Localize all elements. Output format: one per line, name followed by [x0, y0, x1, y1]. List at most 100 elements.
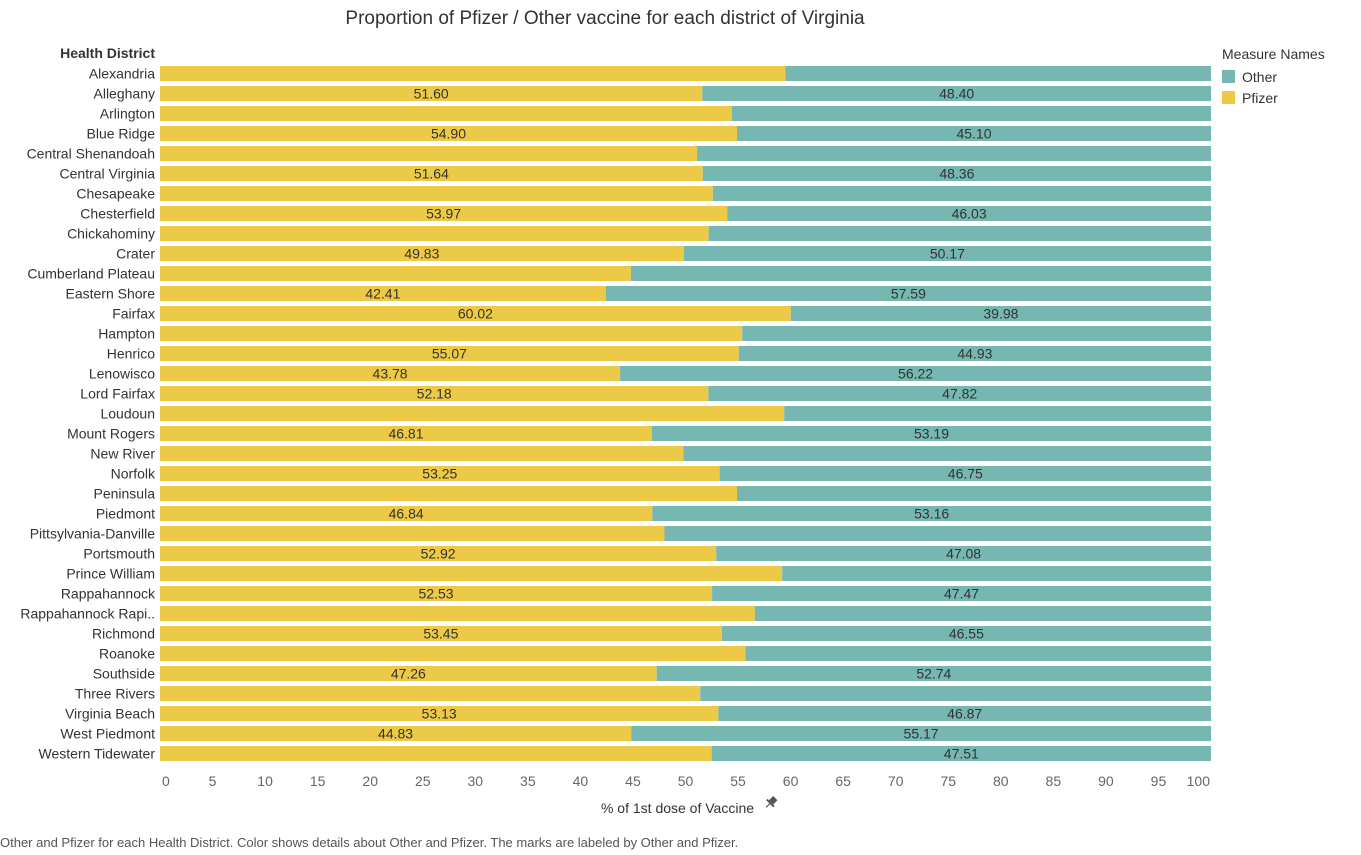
x-tick-label-35: 35 [520, 773, 536, 789]
data-label-pfizer-eastern-shore: 42.41 [365, 286, 400, 302]
x-tick-label-85: 85 [1046, 773, 1062, 789]
bar-pfizer-pittsylvania-danville[interactable] [160, 526, 665, 541]
bar-pfizer-hampton[interactable] [160, 326, 743, 341]
row-label-lord-fairfax: Lord Fairfax [80, 386, 155, 402]
bar-other-chickahominy[interactable] [708, 226, 1211, 241]
bar-other-chesapeake[interactable] [712, 186, 1211, 201]
bar-pfizer-southside[interactable] [160, 666, 657, 681]
bar-pfizer-arlington[interactable] [160, 106, 732, 121]
bar-pfizer-rappahannock[interactable] [160, 586, 713, 601]
row-label-roanoke: Roanoke [99, 646, 155, 662]
row-label-crater: Crater [116, 246, 155, 262]
bar-pfizer-prince-william[interactable] [160, 566, 783, 581]
bar-other-alleghany[interactable] [702, 86, 1211, 101]
bar-pfizer-roanoke[interactable] [160, 646, 746, 661]
data-label-other-rappahannock: 47.47 [944, 586, 979, 602]
row-label-lenowisco: Lenowisco [89, 366, 155, 382]
bar-pfizer-western-tidewater[interactable] [160, 746, 712, 761]
bar-pfizer-new-river[interactable] [160, 446, 684, 461]
bar-pfizer-loudoun[interactable] [160, 406, 785, 421]
bar-pfizer-chickahominy[interactable] [160, 226, 709, 241]
bar-other-portsmouth[interactable] [716, 546, 1211, 561]
bar-other-lord-fairfax[interactable] [708, 386, 1211, 401]
bar-other-rappahannock[interactable] [712, 586, 1211, 601]
bar-other-richmond[interactable] [721, 626, 1211, 641]
bar-other-crater[interactable] [683, 246, 1211, 261]
row-label-virginia-beach: Virginia Beach [65, 706, 155, 722]
bar-other-virginia-beach[interactable] [718, 706, 1211, 721]
bar-other-southside[interactable] [656, 666, 1211, 681]
data-label-other-virginia-beach: 46.87 [947, 706, 982, 722]
bar-pfizer-chesapeake[interactable] [160, 186, 713, 201]
row-label-alleghany: Alleghany [94, 86, 156, 102]
bar-pfizer-central-virginia[interactable] [160, 166, 703, 181]
bar-other-mount-rogers[interactable] [651, 426, 1211, 441]
bar-pfizer-alleghany[interactable] [160, 86, 703, 101]
row-label-cumberland-plateau: Cumberland Plateau [27, 266, 155, 282]
bar-pfizer-chesterfield[interactable] [160, 206, 728, 221]
legend-entry-other[interactable]: Other [1222, 66, 1325, 87]
bar-pfizer-rappahannock-rapi[interactable] [160, 606, 755, 621]
row-label-loudoun: Loudoun [100, 406, 155, 422]
bar-other-rappahannock-rapi[interactable] [754, 606, 1211, 621]
bar-pfizer-eastern-shore[interactable] [160, 286, 606, 301]
bar-other-cumberland-plateau[interactable] [630, 266, 1211, 281]
legend-swatch-other [1222, 70, 1235, 83]
bar-other-peninsula[interactable] [736, 486, 1211, 501]
bar-pfizer-central-shenandoah[interactable] [160, 146, 698, 161]
bar-pfizer-blue-ridge[interactable] [160, 126, 737, 141]
bar-other-lenowisco[interactable] [620, 366, 1211, 381]
bar-pfizer-henrico[interactable] [160, 346, 739, 361]
bar-pfizer-norfolk[interactable] [160, 466, 720, 481]
bar-other-fairfax[interactable] [790, 306, 1211, 321]
data-label-other-fairfax: 39.98 [983, 306, 1018, 322]
x-tick-label-5: 5 [209, 773, 217, 789]
bar-other-pittsylvania-danville[interactable] [664, 526, 1211, 541]
bar-pfizer-west-piedmont[interactable] [160, 726, 632, 741]
bar-other-alexandria[interactable] [785, 66, 1211, 81]
data-label-other-lenowisco: 56.22 [898, 366, 933, 382]
bar-other-new-river[interactable] [683, 446, 1211, 461]
data-label-other-southside: 52.74 [916, 666, 951, 682]
bar-other-central-shenandoah[interactable] [697, 146, 1211, 161]
bar-other-arlington[interactable] [731, 106, 1211, 121]
bar-pfizer-fairfax[interactable] [160, 306, 791, 321]
data-label-other-blue-ridge: 45.10 [956, 126, 991, 142]
data-label-other-mount-rogers: 53.19 [914, 426, 949, 442]
bar-other-eastern-shore[interactable] [605, 286, 1211, 301]
bar-other-western-tidewater[interactable] [711, 746, 1211, 761]
bar-other-henrico[interactable] [738, 346, 1211, 361]
bar-pfizer-virginia-beach[interactable] [160, 706, 719, 721]
bar-other-piedmont[interactable] [652, 506, 1211, 521]
bar-other-three-rivers[interactable] [700, 686, 1211, 701]
bar-pfizer-piedmont[interactable] [160, 506, 653, 521]
bar-other-roanoke[interactable] [745, 646, 1211, 661]
legend-entry-pfizer[interactable]: Pfizer [1222, 87, 1325, 108]
bar-pfizer-richmond[interactable] [160, 626, 722, 641]
bar-chart: Health District Alexandria Alleghany 51.60 4… [20, 45, 1211, 816]
bar-other-prince-william[interactable] [782, 566, 1211, 581]
bar-pfizer-crater[interactable] [160, 246, 684, 261]
bar-pfizer-peninsula[interactable] [160, 486, 737, 501]
bar-pfizer-portsmouth[interactable] [160, 546, 717, 561]
bar-other-norfolk[interactable] [719, 466, 1211, 481]
data-label-other-norfolk: 46.75 [948, 466, 983, 482]
bar-pfizer-lenowisco[interactable] [160, 366, 621, 381]
bar-other-chesterfield[interactable] [727, 206, 1211, 221]
bar-pfizer-cumberland-plateau[interactable] [160, 266, 631, 281]
bar-pfizer-lord-fairfax[interactable] [160, 386, 709, 401]
x-tick-label-40: 40 [573, 773, 589, 789]
bar-pfizer-three-rivers[interactable] [160, 686, 701, 701]
bar-other-loudoun[interactable] [784, 406, 1211, 421]
bar-pfizer-alexandria[interactable] [160, 66, 786, 81]
row-label-henrico: Henrico [107, 346, 155, 362]
bar-other-west-piedmont[interactable] [631, 726, 1211, 741]
bar-other-hampton[interactable] [742, 326, 1211, 341]
legend-title: Measure Names [1222, 46, 1325, 62]
bar-other-central-virginia[interactable] [702, 166, 1211, 181]
bar-pfizer-mount-rogers[interactable] [160, 426, 652, 441]
pin-icon[interactable] [763, 795, 779, 811]
bar-other-blue-ridge[interactable] [736, 126, 1211, 141]
data-label-other-west-piedmont: 55.17 [904, 726, 939, 742]
row-label-southside: Southside [93, 666, 155, 682]
